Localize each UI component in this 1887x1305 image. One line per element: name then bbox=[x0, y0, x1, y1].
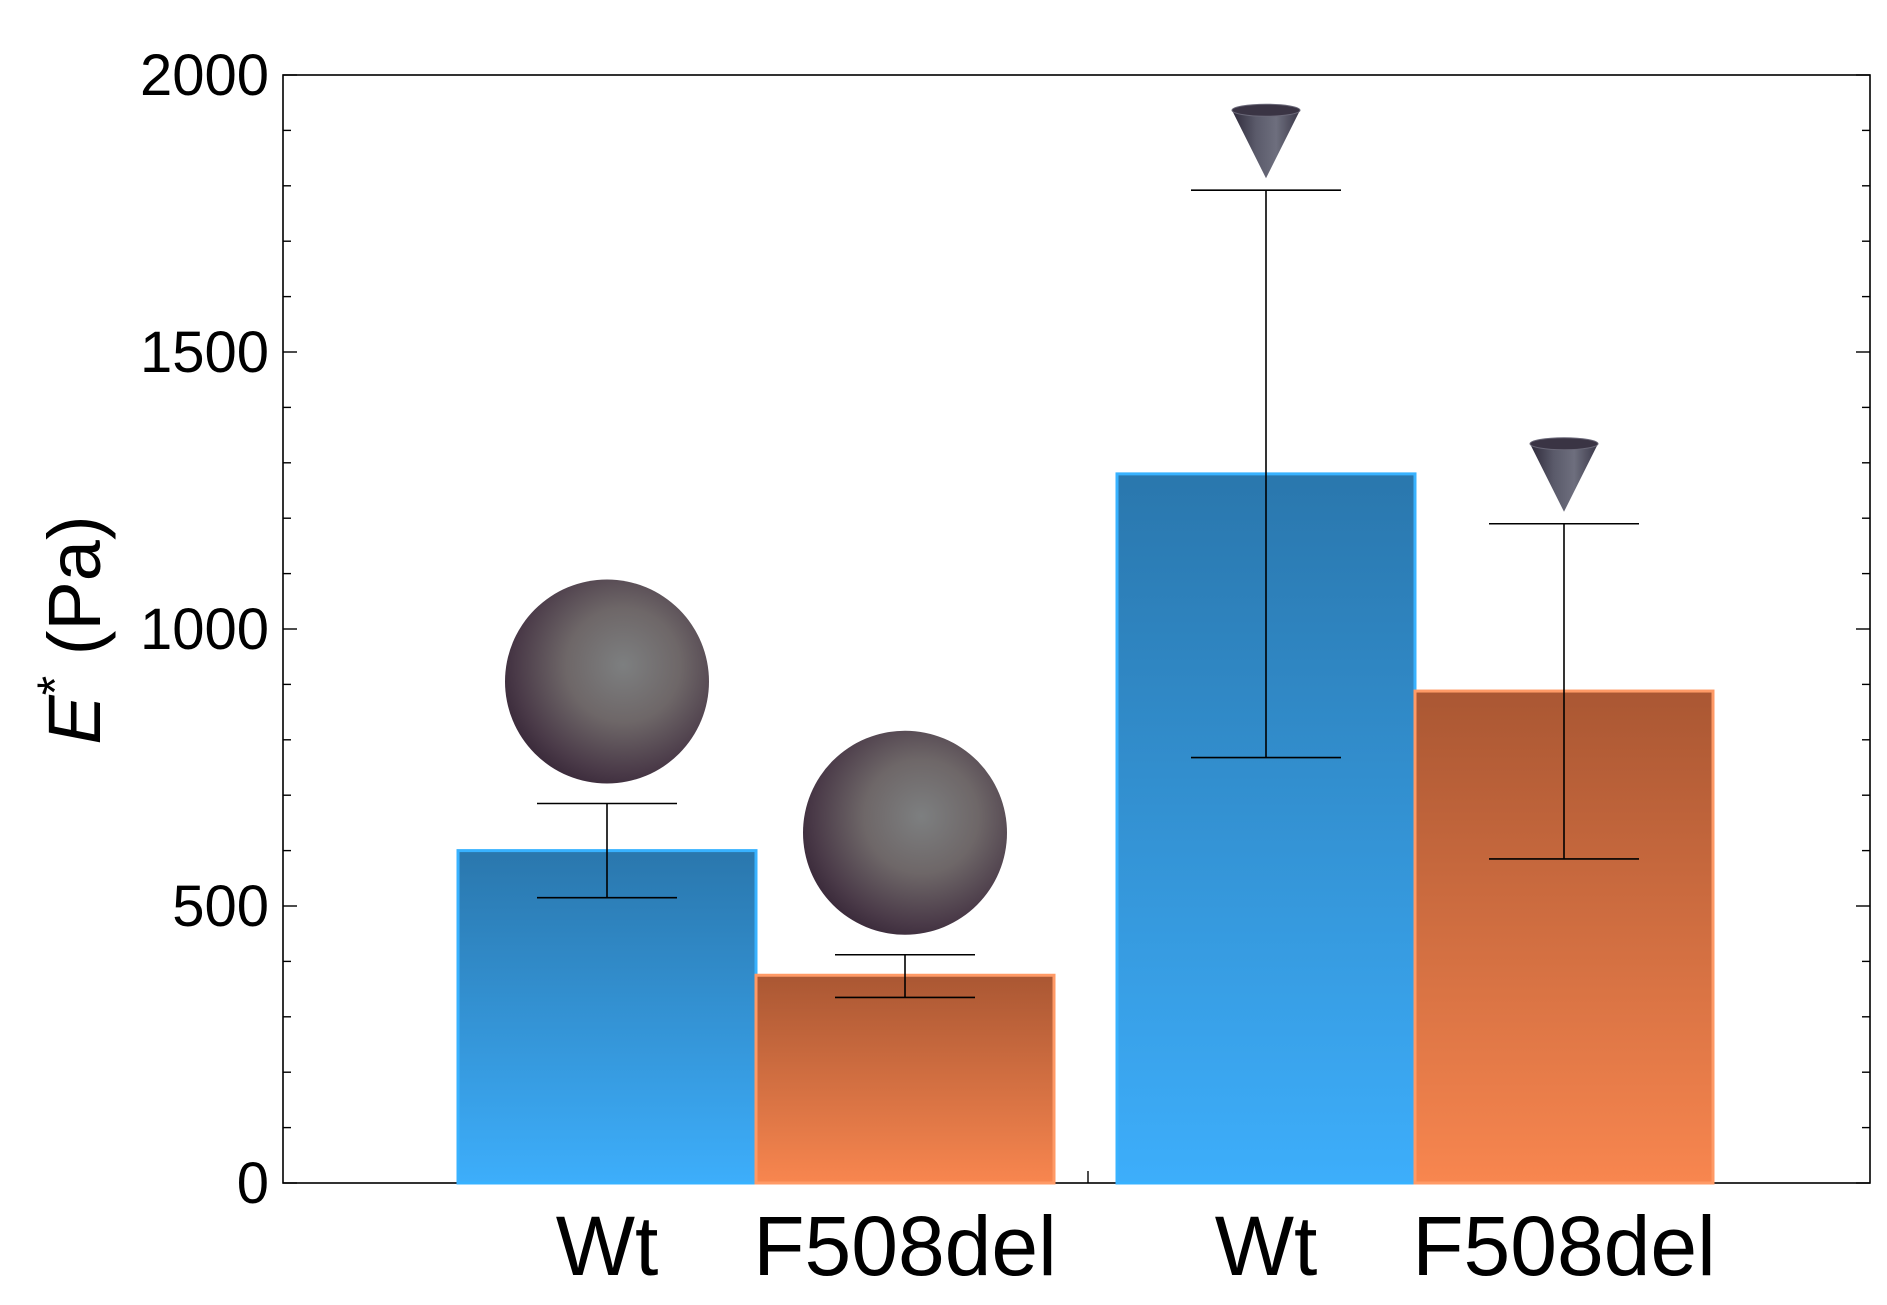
label-layer: 0 500 1000 1500 2000 Wt F508del Wt F508del E* (Pa… bbox=[27, 43, 1716, 1293]
x-category-label: Wt bbox=[1215, 1199, 1318, 1293]
y-tick-label: 1000 bbox=[140, 597, 269, 662]
x-category-label: Wt bbox=[556, 1199, 659, 1293]
bar-wt-sphere bbox=[456, 849, 758, 1185]
sphere-probe-icon bbox=[505, 579, 709, 784]
probe-icon-layer bbox=[505, 103, 1599, 935]
y-axis-superscript: * bbox=[27, 676, 83, 695]
y-axis-label: E* (Pa) bbox=[27, 515, 116, 744]
y-tick-label: 500 bbox=[172, 874, 269, 939]
sphere-probe-icon bbox=[803, 730, 1007, 935]
y-tick-label: 0 bbox=[237, 1151, 269, 1216]
bar-layer bbox=[456, 472, 1715, 1185]
y-axis-unit: (Pa) bbox=[33, 515, 116, 675]
y-tick-label: 2000 bbox=[140, 43, 269, 108]
x-category-label: F508del bbox=[753, 1199, 1057, 1293]
cone-probe-icon bbox=[1529, 437, 1599, 512]
bar-f508del-sphere bbox=[754, 973, 1056, 1185]
cone-probe-icon bbox=[1231, 103, 1301, 179]
y-axis-symbol: E bbox=[33, 694, 116, 745]
plot-axes bbox=[282, 74, 1871, 1184]
x-category-label: F508del bbox=[1412, 1199, 1716, 1293]
y-tick-label: 1500 bbox=[140, 320, 269, 385]
error-bar-layer bbox=[537, 189, 1639, 999]
